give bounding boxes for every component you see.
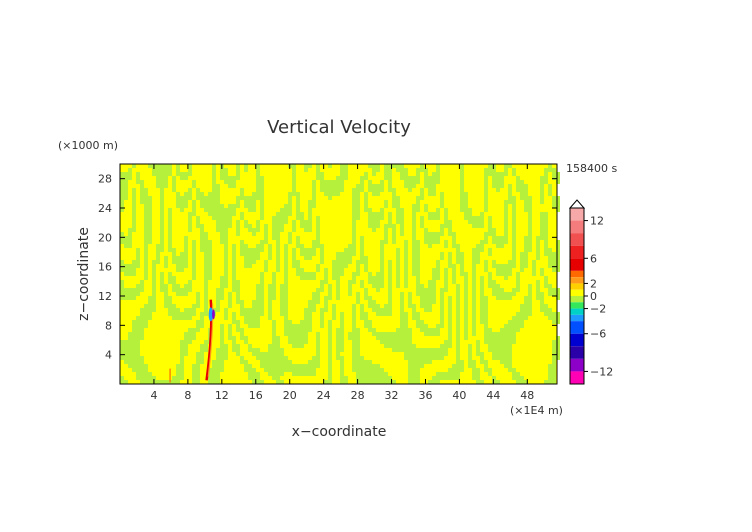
colorbar-band bbox=[570, 277, 584, 284]
colorbar-label: 2 bbox=[590, 277, 597, 290]
colorbar-band bbox=[570, 283, 584, 290]
colorbar-extension-arrow bbox=[568, 199, 586, 209]
colorbar-band bbox=[570, 333, 584, 347]
x-tick-label: 32 bbox=[385, 389, 399, 402]
y-tick-label: 16 bbox=[98, 261, 112, 274]
x-axis-label: x−coordinate bbox=[292, 424, 387, 440]
x-tick-label: 16 bbox=[249, 389, 263, 402]
y-unit-label: (×1000 m) bbox=[58, 139, 118, 152]
colorbar-band bbox=[570, 346, 584, 359]
colorbar-label: 0 bbox=[590, 290, 597, 303]
colorbar-band bbox=[570, 302, 584, 309]
x-tick-label: 20 bbox=[283, 389, 297, 402]
x-tick-label: 40 bbox=[452, 389, 466, 402]
colorbar-band bbox=[570, 208, 584, 221]
y-tick-label: 28 bbox=[98, 173, 112, 186]
plot-frame bbox=[119, 163, 558, 385]
x-tick-label: 48 bbox=[520, 389, 534, 402]
x-tick-label: 44 bbox=[486, 389, 500, 402]
colorbar-band bbox=[570, 371, 584, 384]
colorbar-label: −12 bbox=[590, 365, 613, 378]
field-features bbox=[169, 299, 215, 383]
x-tick-label: 4 bbox=[150, 389, 157, 402]
y-tick-label: 24 bbox=[98, 202, 112, 215]
x-tick-label: 24 bbox=[317, 389, 331, 402]
y-axis-label: z−coordinate bbox=[76, 227, 92, 321]
colorbar-label: 6 bbox=[590, 252, 597, 265]
colorbar-label: −2 bbox=[590, 303, 606, 316]
colorbar-band bbox=[570, 289, 584, 296]
colorbar-band bbox=[570, 270, 584, 278]
colorbar-band bbox=[570, 321, 584, 334]
y-tick-label: 20 bbox=[98, 231, 112, 244]
colorbar-band bbox=[570, 245, 584, 259]
colorbar-band bbox=[570, 358, 584, 372]
downdraft-core bbox=[208, 307, 213, 322]
colorbar-band bbox=[570, 308, 584, 315]
field-plot bbox=[119, 163, 560, 385]
y-tick-label: 4 bbox=[105, 349, 112, 362]
colorbar-band bbox=[570, 220, 584, 234]
negative-velocity-region bbox=[120, 164, 560, 384]
chart-title: Vertical Velocity bbox=[267, 117, 411, 138]
y-tick-label: 12 bbox=[98, 290, 112, 303]
colorbar-label: 12 bbox=[590, 215, 604, 228]
y-axis: 4 8 12 16 20 24 28 bbox=[98, 173, 557, 362]
colorbar: 12 6 20−2 −6 −12 bbox=[568, 199, 613, 385]
x-tick-label: 28 bbox=[351, 389, 365, 402]
x-unit-label: (×1E4 m) bbox=[510, 404, 563, 417]
colorbar-band bbox=[570, 258, 584, 271]
colorbar-band bbox=[570, 314, 584, 322]
x-tick-label: 36 bbox=[418, 389, 432, 402]
x-tick-label: 8 bbox=[184, 389, 191, 402]
downdraft-edge bbox=[212, 309, 215, 320]
y-tick-label: 8 bbox=[105, 319, 112, 332]
updraft-plume-edge bbox=[207, 303, 214, 377]
x-tick-label: 12 bbox=[215, 389, 229, 402]
colorbar-band bbox=[570, 296, 584, 303]
colorbar-label: −6 bbox=[590, 328, 606, 341]
time-label: 158400 s bbox=[566, 162, 617, 175]
colorbar-band bbox=[570, 233, 584, 246]
x-axis: 4 8 12 16 20 24 28 32 36 40 44 48 bbox=[150, 164, 534, 402]
field-stripes bbox=[120, 164, 560, 384]
